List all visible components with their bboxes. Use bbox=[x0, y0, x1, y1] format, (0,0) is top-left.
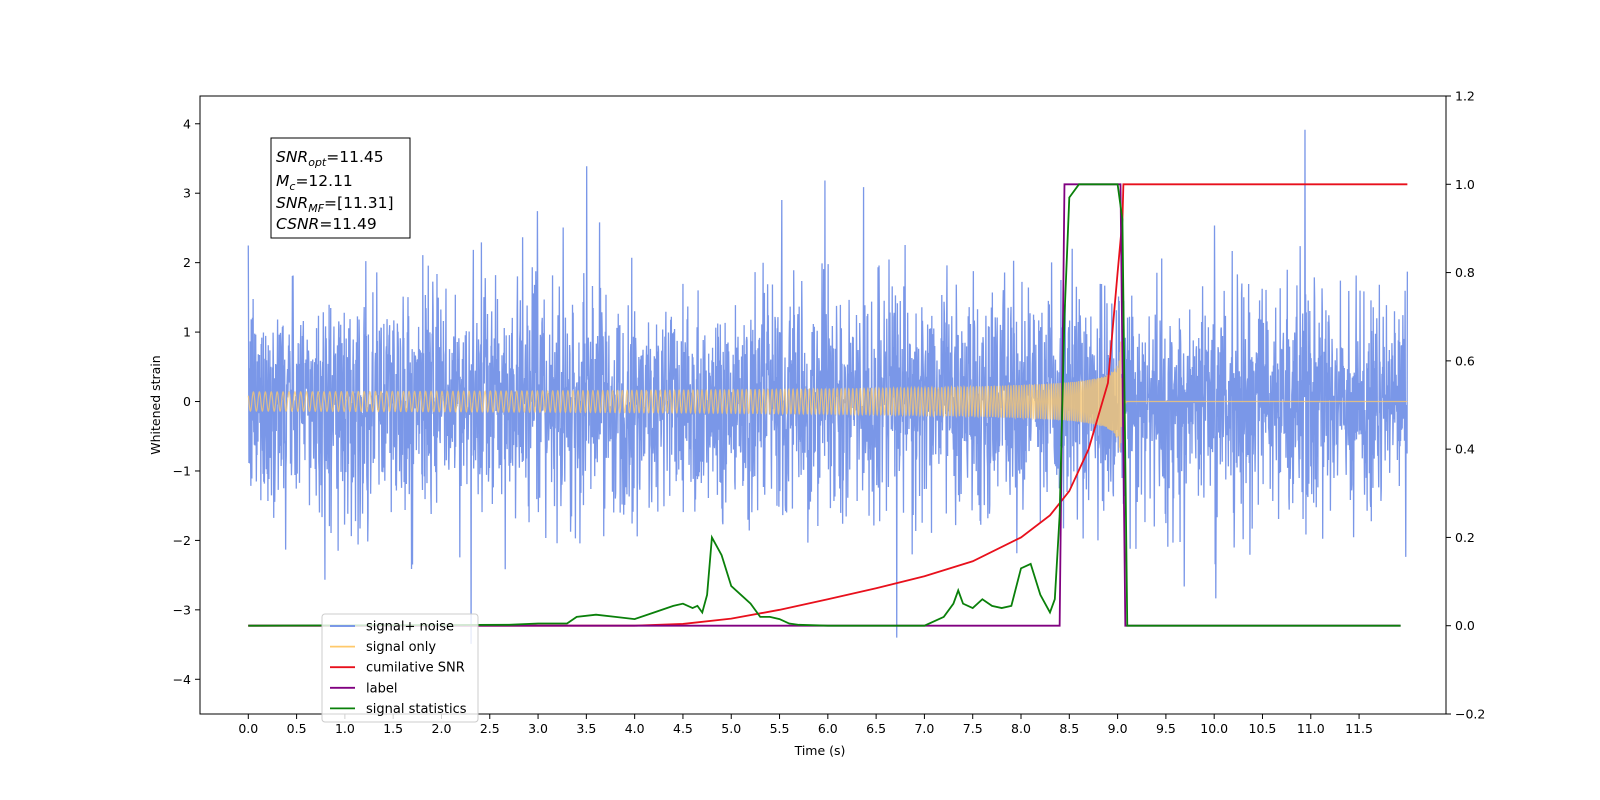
series-signal-only bbox=[247, 341, 1408, 452]
x-tick-label: 7.0 bbox=[914, 721, 934, 736]
legend-entry: signal statistics bbox=[366, 702, 467, 717]
annotation-line: SNRopt=11.45 bbox=[276, 148, 384, 169]
x-tick-label: 3.5 bbox=[576, 721, 596, 736]
x-tick-label: 6.0 bbox=[818, 721, 838, 736]
x-tick-label: 8.0 bbox=[1011, 721, 1031, 736]
y-tick-label: −2 bbox=[173, 533, 191, 548]
legend: signal+ noise signal only cumilative SNR la… bbox=[321, 613, 479, 723]
x-tick-label: 7.5 bbox=[963, 721, 983, 736]
snr-annotation-box: SNRopt=11.45 Mc=12.11 SNRMF=[11.31] CSNR… bbox=[270, 137, 411, 239]
y2-tick-label: 1.0 bbox=[1455, 177, 1475, 192]
series-signal-statistics bbox=[248, 183, 1401, 627]
y-tick-label: 4 bbox=[183, 116, 191, 131]
annotation-line: CSNR=11.49 bbox=[276, 215, 377, 233]
legend-entry: cumilative SNR bbox=[366, 661, 465, 676]
x-tick-label: 0.5 bbox=[287, 721, 307, 736]
legend-entry: signal+ noise bbox=[366, 620, 454, 635]
x-tick-label: 4.5 bbox=[673, 721, 693, 736]
x-tick-label: 11.5 bbox=[1345, 721, 1373, 736]
x-tick-label: 9.0 bbox=[1108, 721, 1128, 736]
y-tick-label: 3 bbox=[183, 186, 191, 201]
x-tick-label: 2.0 bbox=[432, 721, 452, 736]
x-tick-label: 1.5 bbox=[383, 721, 403, 736]
x-tick-label: 5.0 bbox=[721, 721, 741, 736]
x-tick-label: 10.0 bbox=[1200, 721, 1228, 736]
y-tick-label: 2 bbox=[183, 255, 191, 270]
x-tick-label: 6.5 bbox=[866, 721, 886, 736]
y-tick-label: −4 bbox=[173, 672, 191, 687]
plot-area bbox=[247, 129, 1409, 644]
y-tick-label: −1 bbox=[173, 463, 191, 478]
y-tick-label: 1 bbox=[183, 325, 191, 340]
annotation-line: SNRMF=[11.31] bbox=[276, 194, 394, 215]
y2-tick-label: 0.4 bbox=[1455, 442, 1475, 457]
x-tick-label: 8.5 bbox=[1059, 721, 1079, 736]
plot-frame bbox=[199, 95, 1447, 715]
y2-tick-label: 1.2 bbox=[1455, 89, 1475, 104]
legend-entry: signal only bbox=[366, 640, 436, 655]
y2-tick-label: 0.0 bbox=[1455, 618, 1475, 633]
x-tick-label: 9.5 bbox=[1156, 721, 1176, 736]
y2-tick-label: 0.8 bbox=[1455, 265, 1475, 280]
x-tick-label: 2.5 bbox=[480, 721, 500, 736]
y2-tick-label: −0.2 bbox=[1455, 707, 1485, 722]
y-tick-label: −3 bbox=[173, 602, 191, 617]
y-axis-label: Whitened strain bbox=[148, 355, 163, 454]
y-axis: 4 3 2 1 0 −1 −2 −3 −4 bbox=[173, 116, 200, 687]
x-tick-label: 1.0 bbox=[335, 721, 355, 736]
x-tick-label: 5.5 bbox=[770, 721, 790, 736]
x-tick-label: 4.0 bbox=[625, 721, 645, 736]
legend-entry: label bbox=[366, 681, 397, 696]
x-tick-label: 3.0 bbox=[528, 721, 548, 736]
x-axis: 0.0 0.5 1.0 1.5 2.0 2.5 3.0 3.5 4.0 4.5 5.0 5.5 6.0 6… bbox=[238, 714, 1373, 736]
x-tick-label: 11.0 bbox=[1297, 721, 1325, 736]
y2-tick-label: 0.6 bbox=[1455, 353, 1475, 368]
y-tick-label: 0 bbox=[183, 394, 191, 409]
series-signal-noise bbox=[247, 129, 1409, 644]
x-axis-label: Time (s) bbox=[794, 743, 846, 758]
y-axis-right: 1.2 1.0 0.8 0.6 0.4 0.2 0.0 −0.2 bbox=[1446, 89, 1485, 722]
annotation-line: Mc=12.11 bbox=[276, 172, 353, 193]
x-tick-label: 0.0 bbox=[238, 721, 258, 736]
y2-tick-label: 0.2 bbox=[1455, 530, 1475, 545]
x-tick-label: 10.5 bbox=[1249, 721, 1277, 736]
